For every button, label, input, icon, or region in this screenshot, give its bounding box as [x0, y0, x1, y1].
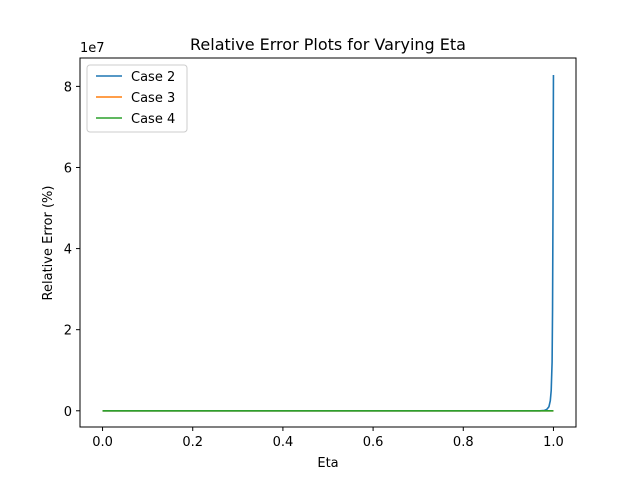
chart-title: Relative Error Plots for Varying Eta [190, 35, 466, 54]
x-axis-label: Eta [317, 456, 338, 471]
axes-frame [79, 57, 577, 428]
x-tick-label: 0.6 [363, 435, 384, 450]
legend-box [86, 64, 188, 133]
y-axis-offset-text: 1e7 [80, 41, 105, 56]
x-axis-ticks: 0.0 0.2 0.4 0.6 0.8 1.0 [92, 427, 564, 450]
y-tick-label: 6 [64, 161, 72, 176]
legend: Case 2 Case 3 Case 4 [86, 64, 188, 133]
x-tick-label: 0.8 [453, 435, 474, 450]
y-tick-label: 8 [64, 80, 72, 95]
x-tick-label: 0.2 [182, 435, 203, 450]
y-tick-label: 4 [64, 243, 72, 258]
y-tick-label: 0 [64, 405, 72, 420]
x-tick-label: 0.4 [273, 435, 294, 450]
legend-label: Case 3 [131, 91, 175, 106]
y-axis-ticks: 0 2 4 6 8 [64, 80, 80, 420]
x-tick-label: 0.0 [92, 435, 113, 450]
series-layer [102, 75, 555, 412]
legend-label: Case 4 [131, 112, 175, 127]
y-axis-label: Relative Error (%) [41, 186, 56, 301]
legend-entries: Case 2 Case 3 Case 4 [96, 70, 175, 127]
x-tick-label: 1.0 [543, 435, 564, 450]
y-tick-label: 2 [64, 324, 72, 339]
legend-label: Case 2 [131, 70, 175, 85]
plot-area: 0.0 0.2 0.4 0.6 0.8 1.0 0 2 4 6 8 [64, 57, 577, 450]
